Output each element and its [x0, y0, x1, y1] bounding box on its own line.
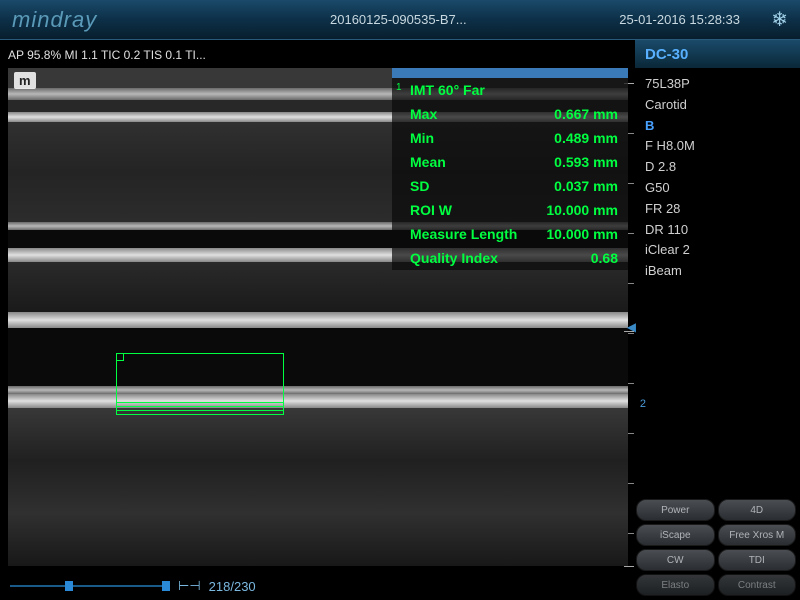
- measurement-label: ROI W: [410, 202, 452, 218]
- measurement-value: 0.667 mm: [554, 106, 618, 122]
- brand-logo: mindray: [12, 7, 97, 33]
- measurement-row: Min 0.489 mm: [392, 126, 628, 150]
- timeline-end-thumb[interactable]: [162, 581, 170, 591]
- measurement-value: 0.037 mm: [554, 178, 618, 194]
- mode-button[interactable]: CW: [636, 549, 715, 571]
- frame-counter: 218/230: [209, 579, 256, 594]
- measurement-label: SD: [410, 178, 429, 194]
- measurement-row: Measure Length 10.000 mm: [392, 222, 628, 246]
- datetime: 25-01-2016 15:28:33: [619, 12, 740, 27]
- scan-parameters: 75L38P Carotid B F H8.0MD 2.8G50FR 28DR …: [635, 68, 800, 282]
- measurement-title-row: 1 IMT 60° Far: [392, 78, 628, 102]
- probe-label: 75L38P: [645, 74, 800, 95]
- titlebar: mindray 20160125-090535-B7... 25-01-2016…: [0, 0, 800, 40]
- measurement-value: 0.489 mm: [554, 130, 618, 146]
- m-badge: m: [14, 72, 36, 89]
- timeline-start-thumb[interactable]: [65, 581, 73, 591]
- mode-button[interactable]: Power: [636, 499, 715, 521]
- sidebar: DC-30 75L38P Carotid B F H8.0MD 2.8G50FR…: [635, 40, 800, 600]
- mode-button[interactable]: Free Xros M: [718, 524, 797, 546]
- measurement-row: Quality Index 0.68: [392, 246, 628, 270]
- param-line: iBeam: [645, 261, 800, 282]
- mode-button[interactable]: 4D: [718, 499, 797, 521]
- roi-box[interactable]: [116, 353, 284, 415]
- param-line: DR 110: [645, 220, 800, 241]
- measurement-value: 0.68: [591, 250, 618, 266]
- measurement-row: SD 0.037 mm: [392, 174, 628, 198]
- mode-button[interactable]: TDI: [718, 549, 797, 571]
- main-content: AP 95.8% MI 1.1 TIC 0.2 TIS 0.1 TI... m …: [0, 40, 800, 600]
- param-line: D 2.8: [645, 157, 800, 178]
- param-line: iClear 2: [645, 240, 800, 261]
- param-line: FR 28: [645, 199, 800, 220]
- measurement-title: IMT 60° Far: [410, 82, 485, 98]
- mode-buttons: Power4DiScapeFree Xros MCWTDIElastoContr…: [636, 499, 796, 596]
- measurement-row: ROI W 10.000 mm: [392, 198, 628, 222]
- measurement-label: Min: [410, 130, 434, 146]
- device-model: DC-30: [635, 40, 800, 68]
- mode-button[interactable]: Contrast: [718, 574, 797, 596]
- measurement-label: Quality Index: [410, 250, 498, 266]
- freeze-icon[interactable]: ❄: [771, 7, 788, 32]
- cine-timeline[interactable]: ⊢⊣ 218/230: [10, 578, 420, 594]
- timeline-endmark-icon: ⊢⊣: [178, 578, 201, 594]
- measurement-panel-header: [392, 68, 628, 78]
- acoustic-status: AP 95.8% MI 1.1 TIC 0.2 TIS 0.1 TI...: [8, 48, 206, 62]
- param-line: F H8.0M: [645, 136, 800, 157]
- preset-label: Carotid: [645, 95, 800, 116]
- mode-button[interactable]: iScape: [636, 524, 715, 546]
- measurement-label: Mean: [410, 154, 446, 170]
- measurement-label: Max: [410, 106, 437, 122]
- measurement-index: 1: [396, 82, 402, 93]
- mode-label: B: [645, 116, 800, 137]
- mode-button[interactable]: Elasto: [636, 574, 715, 596]
- measurement-label: Measure Length: [410, 226, 517, 242]
- measurement-value: 10.000 mm: [546, 226, 618, 242]
- measurement-value: 0.593 mm: [554, 154, 618, 170]
- measurement-value: 10.000 mm: [546, 202, 618, 218]
- timeline-track[interactable]: [10, 585, 170, 587]
- measurement-row: Max 0.667 mm: [392, 102, 628, 126]
- exam-id: 20160125-090535-B7...: [330, 12, 467, 27]
- measurement-panel: 1 IMT 60° Far Max 0.667 mm Min 0.489 mm Mean…: [392, 68, 628, 270]
- param-line: G50: [645, 178, 800, 199]
- measurement-row: Mean 0.593 mm: [392, 150, 628, 174]
